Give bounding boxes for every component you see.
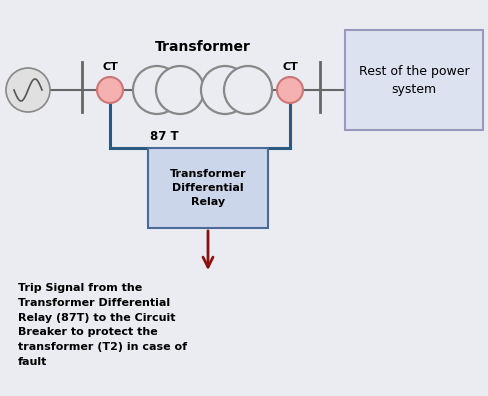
- Text: Transformer
Differential
Relay: Transformer Differential Relay: [170, 169, 246, 207]
- Circle shape: [201, 66, 249, 114]
- FancyBboxPatch shape: [148, 148, 268, 228]
- Text: CT: CT: [282, 62, 298, 72]
- Circle shape: [133, 66, 181, 114]
- Circle shape: [6, 68, 50, 112]
- Text: Transformer: Transformer: [155, 40, 250, 54]
- Circle shape: [224, 66, 272, 114]
- FancyBboxPatch shape: [345, 30, 483, 130]
- Text: CT: CT: [102, 62, 118, 72]
- Text: Trip Signal from the
Transformer Differential
Relay (87T) to the Circuit
Breaker: Trip Signal from the Transformer Differe…: [18, 283, 187, 367]
- Circle shape: [156, 66, 204, 114]
- Text: Rest of the power
system: Rest of the power system: [359, 65, 469, 95]
- Text: 87 T: 87 T: [150, 130, 179, 143]
- Circle shape: [277, 77, 303, 103]
- Circle shape: [97, 77, 123, 103]
